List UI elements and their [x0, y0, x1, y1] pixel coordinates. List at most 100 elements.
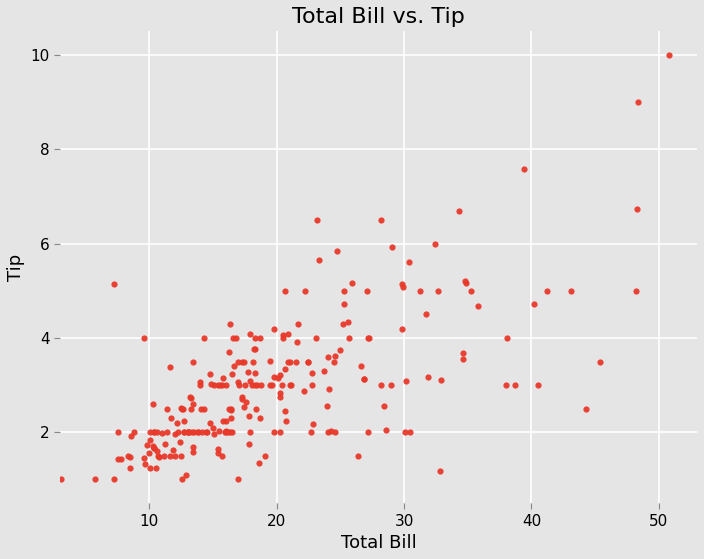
Point [220, 428, 231, 437]
Point [234, 381, 245, 390]
Point [160, 439, 171, 448]
Point [206, 380, 217, 389]
Point [282, 357, 294, 366]
Point [632, 98, 643, 107]
Point [227, 334, 239, 343]
Point [184, 428, 195, 437]
Point [594, 357, 605, 366]
Point [306, 369, 318, 378]
Point [318, 366, 329, 375]
Point [201, 428, 213, 437]
Point [150, 463, 161, 472]
Point [277, 331, 289, 340]
Point [89, 475, 101, 484]
Point [313, 255, 325, 264]
Point [125, 452, 136, 461]
Point [429, 239, 440, 248]
Point [158, 452, 170, 461]
Point [231, 334, 242, 343]
Title: Total Bill vs. Tip: Total Bill vs. Tip [292, 7, 465, 27]
Point [291, 337, 303, 346]
Point [148, 428, 159, 437]
Point [212, 445, 223, 454]
Point [192, 428, 203, 437]
Point [501, 334, 513, 343]
Point [187, 448, 199, 457]
Point [249, 369, 260, 378]
Point [232, 377, 244, 386]
Point [325, 427, 337, 435]
Point [386, 243, 397, 252]
Point [229, 362, 240, 371]
Point [307, 419, 318, 428]
Point [224, 428, 235, 437]
Point [361, 286, 372, 295]
Point [346, 279, 358, 288]
Point [122, 452, 134, 461]
Point [187, 443, 199, 452]
Point [359, 375, 370, 384]
Point [305, 428, 316, 437]
Point [168, 446, 179, 454]
Point [208, 381, 220, 390]
Point [194, 381, 206, 390]
Point [182, 428, 193, 437]
Point [165, 413, 177, 422]
Point [353, 452, 364, 461]
Point [329, 358, 340, 367]
Point [152, 428, 163, 437]
X-axis label: Total Bill: Total Bill [341, 534, 417, 552]
Point [453, 206, 465, 215]
Point [244, 428, 256, 437]
Point [151, 446, 163, 455]
Point [290, 357, 301, 366]
Point [164, 362, 175, 371]
Point [226, 406, 237, 415]
Point [205, 370, 216, 379]
Point [244, 439, 255, 448]
Point [145, 428, 156, 437]
Point [280, 406, 291, 415]
Point [434, 467, 446, 476]
Point [196, 404, 207, 413]
Point [272, 373, 283, 382]
Point [275, 392, 286, 401]
Point [212, 381, 223, 390]
Point [138, 454, 149, 463]
Point [56, 475, 67, 484]
Point [422, 372, 433, 381]
Point [201, 428, 212, 437]
Point [280, 286, 291, 295]
Point [323, 352, 334, 361]
Point [177, 475, 188, 484]
Point [379, 401, 390, 410]
Point [164, 452, 175, 461]
Point [244, 330, 256, 339]
Point [233, 475, 244, 484]
Point [253, 458, 265, 467]
Point [269, 372, 280, 381]
Point [152, 452, 163, 461]
Point [220, 428, 232, 437]
Point [250, 404, 261, 413]
Point [432, 286, 444, 295]
Point [204, 418, 215, 427]
Point [187, 428, 198, 437]
Point [541, 286, 552, 295]
Y-axis label: Tip: Tip [7, 254, 25, 281]
Point [139, 460, 151, 469]
Point [283, 330, 294, 339]
Point [401, 376, 412, 385]
Point [256, 381, 267, 390]
Point [153, 453, 165, 462]
Point [380, 425, 391, 434]
Point [179, 428, 190, 437]
Point [501, 381, 512, 390]
Point [224, 319, 235, 328]
Point [278, 334, 289, 343]
Point [565, 286, 577, 295]
Point [216, 452, 227, 461]
Point [510, 381, 521, 390]
Point [222, 428, 234, 437]
Point [396, 324, 407, 333]
